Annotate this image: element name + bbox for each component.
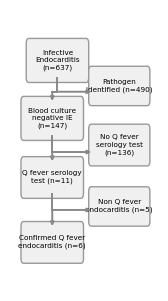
FancyBboxPatch shape [21, 96, 83, 141]
Text: No Q fever
serology test
(n=136): No Q fever serology test (n=136) [96, 134, 143, 156]
FancyBboxPatch shape [89, 187, 150, 226]
Text: Non Q fever
endocarditis (n=5): Non Q fever endocarditis (n=5) [86, 200, 153, 213]
Text: Blood culture
negative IE
(n=147): Blood culture negative IE (n=147) [28, 108, 76, 129]
FancyBboxPatch shape [21, 222, 83, 263]
FancyBboxPatch shape [26, 39, 89, 82]
Text: Q fever serology
test (n=11): Q fever serology test (n=11) [23, 170, 82, 185]
Text: Pathogen
identified (n=490): Pathogen identified (n=490) [86, 79, 153, 93]
FancyBboxPatch shape [89, 124, 150, 166]
FancyBboxPatch shape [21, 157, 83, 198]
FancyBboxPatch shape [89, 66, 150, 106]
Text: Infective
Endocarditis
(n=637): Infective Endocarditis (n=637) [35, 50, 80, 71]
Text: Confirmed Q fever
endocarditis (n=6): Confirmed Q fever endocarditis (n=6) [18, 235, 86, 250]
